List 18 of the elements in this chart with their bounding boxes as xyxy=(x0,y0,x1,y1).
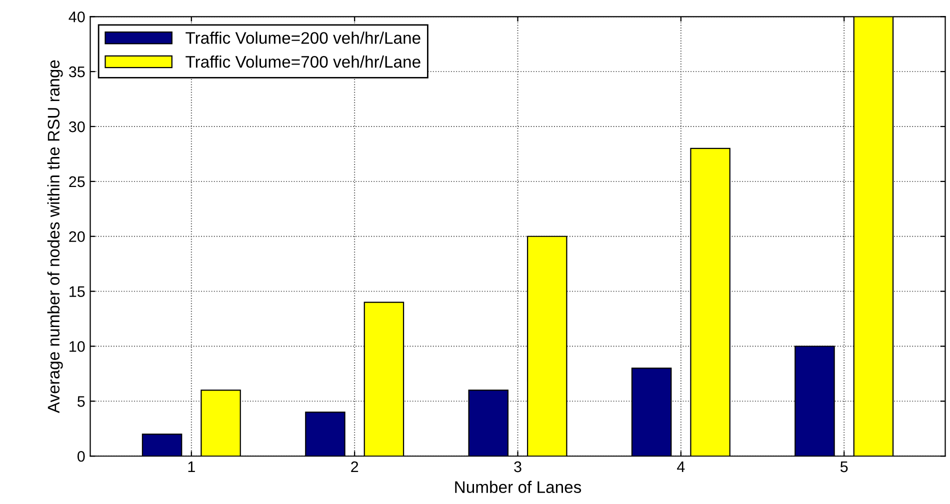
x-tick-label: 1 xyxy=(188,462,195,472)
x-tick-label: 3 xyxy=(514,461,522,472)
x-tick-label: 5 xyxy=(840,462,848,472)
y-tick-label: 0 xyxy=(77,450,85,462)
y-tick-label: 35 xyxy=(68,66,85,78)
x-tick-label: 4 xyxy=(677,462,685,472)
legend-label: Traffic Volume=200 veh/hr/Lane xyxy=(186,32,420,44)
x-axis-title: Number of Lanes xyxy=(455,480,582,494)
y-tick-label: 25 xyxy=(69,176,85,188)
x-tick-label: 2 xyxy=(351,461,358,472)
y-tick-label: 40 xyxy=(68,12,85,22)
y-tick-label: 10 xyxy=(70,341,85,352)
y-tick-label: 15 xyxy=(70,286,85,297)
y-tick-label: 5 xyxy=(78,396,85,407)
y-axis-title: Average number of nodes within the RSU range xyxy=(47,60,63,414)
y-tick-label: 20 xyxy=(69,231,85,242)
legend-label: Traffic Volume=700 veh/hr/Lane xyxy=(186,56,420,68)
y-tick-label: 30 xyxy=(68,121,85,132)
